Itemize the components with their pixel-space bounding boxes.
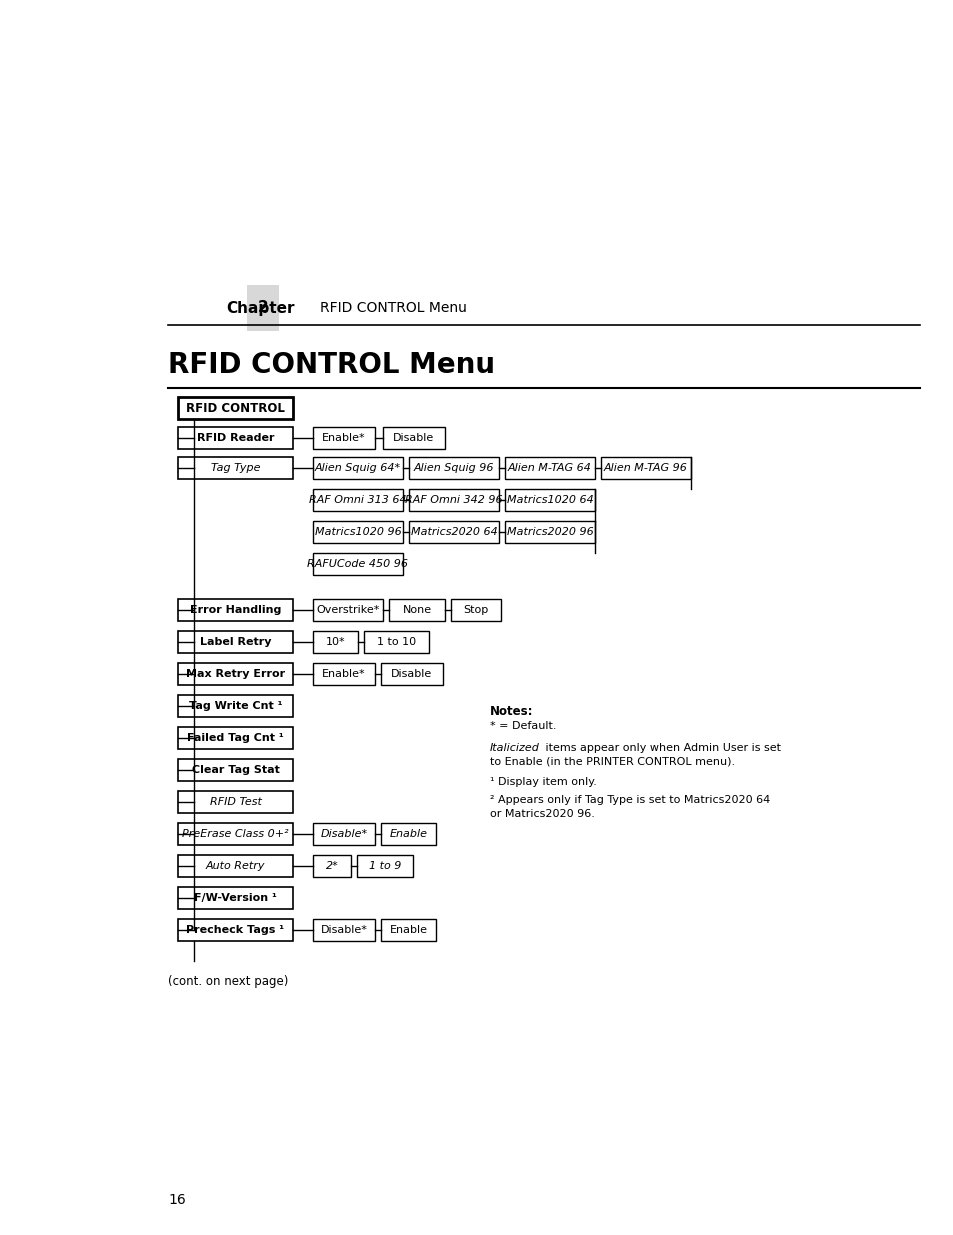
Bar [380, 663, 442, 685]
Bar [409, 457, 498, 479]
Text: Matrics1020 64: Matrics1020 64 [506, 495, 593, 505]
Text: Label Retry: Label Retry [199, 637, 271, 647]
Bar [380, 919, 436, 941]
Text: Enable*: Enable* [322, 669, 365, 679]
Bar [313, 855, 351, 877]
Text: Overstrike*: Overstrike* [316, 605, 379, 615]
Text: RFID CONTROL: RFID CONTROL [186, 401, 285, 415]
Bar [178, 457, 293, 479]
Text: Stop: Stop [463, 605, 488, 615]
Text: Disable*: Disable* [320, 829, 367, 839]
Bar [313, 553, 402, 576]
Bar [313, 521, 402, 543]
Bar [504, 521, 595, 543]
Bar [504, 457, 595, 479]
Text: ² Appears only if Tag Type is set to Matrics2020 64: ² Appears only if Tag Type is set to Mat… [490, 795, 769, 805]
Text: Notes:: Notes: [490, 705, 533, 718]
Bar [313, 599, 382, 621]
Text: Disable*: Disable* [320, 925, 367, 935]
Bar [178, 790, 293, 813]
Bar [178, 760, 293, 781]
Bar [356, 855, 413, 877]
Bar [178, 695, 293, 718]
Text: RFID Reader: RFID Reader [196, 433, 274, 443]
Text: 2: 2 [257, 300, 268, 315]
Text: Error Handling: Error Handling [190, 605, 281, 615]
Bar [178, 631, 293, 653]
Text: Clear Tag Stat: Clear Tag Stat [192, 764, 279, 776]
Text: Alien M-TAG 96: Alien M-TAG 96 [603, 463, 687, 473]
Bar [504, 489, 595, 511]
Text: RFID CONTROL Menu: RFID CONTROL Menu [319, 301, 466, 315]
Bar [178, 727, 293, 748]
Bar [389, 599, 444, 621]
Bar [313, 427, 375, 450]
Text: Disable: Disable [393, 433, 435, 443]
Bar [178, 599, 293, 621]
Text: 16: 16 [168, 1193, 186, 1207]
Bar [313, 823, 375, 845]
Text: Matrics2020 96: Matrics2020 96 [506, 527, 593, 537]
Text: 1 to 10: 1 to 10 [376, 637, 416, 647]
Text: Tag Type: Tag Type [211, 463, 260, 473]
Bar [313, 489, 402, 511]
Bar [451, 599, 500, 621]
Bar [364, 631, 429, 653]
Text: 2*: 2* [325, 861, 338, 871]
Bar [178, 823, 293, 845]
Text: Enable: Enable [389, 829, 427, 839]
Text: (cont. on next page): (cont. on next page) [168, 974, 288, 988]
Text: 10*: 10* [325, 637, 345, 647]
Text: F/W-Version ¹: F/W-Version ¹ [193, 893, 276, 903]
Text: RAF Omni 313 64: RAF Omni 313 64 [309, 495, 406, 505]
Text: items appear only when Admin User is set: items appear only when Admin User is set [541, 743, 781, 753]
Text: * = Default.: * = Default. [490, 721, 556, 731]
Text: to Enable (in the PRINTER CONTROL menu).: to Enable (in the PRINTER CONTROL menu). [490, 757, 735, 767]
Bar [382, 427, 444, 450]
Text: RFID Test: RFID Test [210, 797, 261, 806]
Bar [178, 663, 293, 685]
Bar [600, 457, 690, 479]
Text: None: None [402, 605, 431, 615]
Text: RAF Omni 342 96: RAF Omni 342 96 [405, 495, 502, 505]
Text: Enable: Enable [389, 925, 427, 935]
Text: Italicized: Italicized [490, 743, 539, 753]
Bar [313, 919, 375, 941]
Text: Chapter: Chapter [226, 300, 294, 315]
Text: RAFUCode 450 96: RAFUCode 450 96 [307, 559, 408, 569]
Text: Alien Squig 96: Alien Squig 96 [414, 463, 494, 473]
Bar [178, 887, 293, 909]
Text: Max Retry Error: Max Retry Error [186, 669, 285, 679]
Text: ¹ Display item only.: ¹ Display item only. [490, 777, 597, 787]
Text: Matrics2020 64: Matrics2020 64 [410, 527, 497, 537]
Text: Precheck Tags ¹: Precheck Tags ¹ [186, 925, 284, 935]
Text: Tag Write Cnt ¹: Tag Write Cnt ¹ [189, 701, 282, 711]
Text: Enable*: Enable* [322, 433, 365, 443]
Text: Disable: Disable [391, 669, 432, 679]
Bar [313, 631, 357, 653]
Bar [409, 489, 498, 511]
Bar [178, 427, 293, 450]
Bar [313, 663, 375, 685]
Text: Failed Tag Cnt ¹: Failed Tag Cnt ¹ [187, 734, 284, 743]
Text: 1 to 9: 1 to 9 [369, 861, 401, 871]
Bar [178, 396, 293, 419]
Text: RFID CONTROL Menu: RFID CONTROL Menu [168, 351, 495, 379]
Bar [409, 521, 498, 543]
Text: Alien Squig 64*: Alien Squig 64* [314, 463, 400, 473]
Bar [380, 823, 436, 845]
Bar [178, 919, 293, 941]
Text: Matrics1020 96: Matrics1020 96 [314, 527, 401, 537]
Text: PreErase Class 0+²: PreErase Class 0+² [182, 829, 289, 839]
Text: or Matrics2020 96.: or Matrics2020 96. [490, 809, 595, 819]
Bar [247, 285, 278, 331]
Text: Alien M-TAG 64: Alien M-TAG 64 [508, 463, 591, 473]
Bar [313, 457, 402, 479]
Bar [178, 855, 293, 877]
Text: Auto Retry: Auto Retry [206, 861, 265, 871]
